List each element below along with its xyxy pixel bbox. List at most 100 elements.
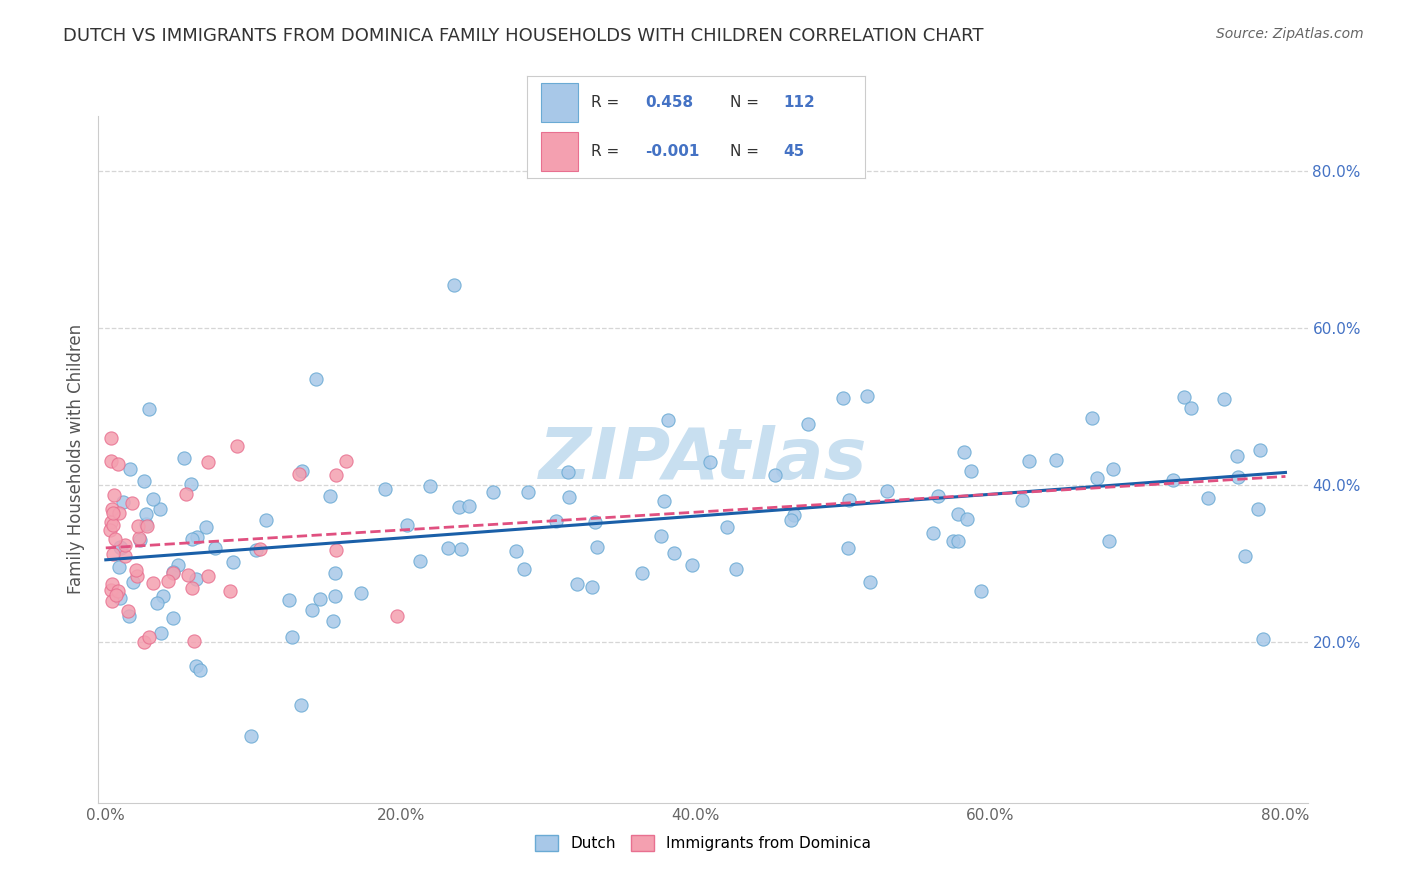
Text: N =: N = — [730, 95, 759, 110]
Point — [921, 526, 943, 541]
Point — [876, 483, 898, 498]
Point — [1098, 534, 1121, 549]
Point — [1251, 632, 1274, 647]
Point — [121, 575, 143, 590]
Text: N =: N = — [730, 145, 759, 160]
Point — [323, 589, 346, 603]
Point — [516, 485, 538, 500]
Point — [101, 547, 124, 561]
Point — [183, 633, 205, 648]
Point — [281, 630, 304, 644]
Point — [239, 729, 262, 743]
Point — [254, 513, 277, 527]
Point — [134, 635, 156, 649]
Point — [180, 477, 202, 491]
Point — [858, 574, 880, 589]
Point — [1173, 390, 1195, 404]
Point — [779, 513, 801, 527]
Point — [291, 464, 314, 478]
Point — [558, 490, 581, 504]
Point — [325, 467, 347, 482]
Point — [583, 515, 606, 529]
Point — [134, 516, 156, 531]
Point — [204, 541, 226, 556]
Point — [419, 479, 441, 493]
Point — [946, 533, 969, 548]
Point — [101, 517, 124, 532]
Point — [173, 450, 195, 465]
Point — [176, 568, 198, 582]
Point — [110, 591, 132, 605]
Point — [374, 482, 396, 496]
Point — [797, 417, 820, 432]
Point — [249, 542, 271, 557]
Point — [513, 562, 536, 576]
Point — [395, 518, 418, 533]
Point — [946, 507, 969, 521]
Point — [837, 541, 859, 556]
Point — [186, 658, 208, 673]
Point — [107, 560, 129, 574]
Point — [325, 566, 347, 580]
Point — [188, 663, 211, 677]
Point — [138, 630, 160, 644]
Point — [650, 529, 672, 543]
Point — [1180, 401, 1202, 415]
Point — [219, 583, 242, 598]
Point — [162, 566, 184, 580]
Point — [449, 500, 471, 514]
Point — [1249, 443, 1271, 458]
Point — [581, 580, 603, 594]
Point — [121, 496, 143, 510]
Point — [107, 457, 129, 471]
Point — [557, 465, 579, 479]
Point — [953, 444, 976, 458]
Point — [135, 507, 157, 521]
Point — [105, 588, 128, 602]
Point — [335, 454, 357, 468]
Point — [482, 485, 505, 500]
Point — [956, 512, 979, 526]
Point — [117, 609, 139, 624]
Point — [104, 532, 127, 546]
Point — [278, 593, 301, 607]
Text: 45: 45 — [783, 145, 806, 160]
Point — [350, 586, 373, 600]
Point — [222, 555, 245, 569]
Point — [110, 541, 132, 555]
Point — [318, 489, 340, 503]
Point — [128, 533, 150, 547]
Point — [225, 439, 247, 453]
Text: R =: R = — [592, 145, 620, 160]
Text: -0.001: -0.001 — [645, 145, 700, 160]
Point — [127, 569, 149, 583]
Point — [1101, 461, 1123, 475]
Point — [111, 494, 134, 508]
Point — [716, 520, 738, 534]
Point — [385, 608, 408, 623]
Point — [457, 499, 479, 513]
Point — [107, 507, 129, 521]
Point — [174, 487, 197, 501]
Point — [1045, 453, 1067, 467]
Point — [245, 543, 267, 558]
Point — [194, 520, 217, 534]
Y-axis label: Family Households with Children: Family Households with Children — [66, 325, 84, 594]
Point — [681, 558, 703, 572]
Point — [301, 603, 323, 617]
Point — [699, 455, 721, 469]
Point — [855, 389, 877, 403]
Point — [1213, 392, 1236, 407]
Point — [186, 530, 208, 544]
Point — [103, 488, 125, 502]
Legend: Dutch, Immigrants from Dominica: Dutch, Immigrants from Dominica — [529, 829, 877, 857]
Point — [565, 577, 588, 591]
Point — [585, 540, 607, 554]
Point — [664, 546, 686, 560]
Point — [167, 558, 190, 573]
Point — [197, 568, 219, 582]
Text: Source: ZipAtlas.com: Source: ZipAtlas.com — [1216, 27, 1364, 41]
Point — [128, 531, 150, 545]
Point — [134, 475, 156, 489]
Point — [138, 401, 160, 416]
